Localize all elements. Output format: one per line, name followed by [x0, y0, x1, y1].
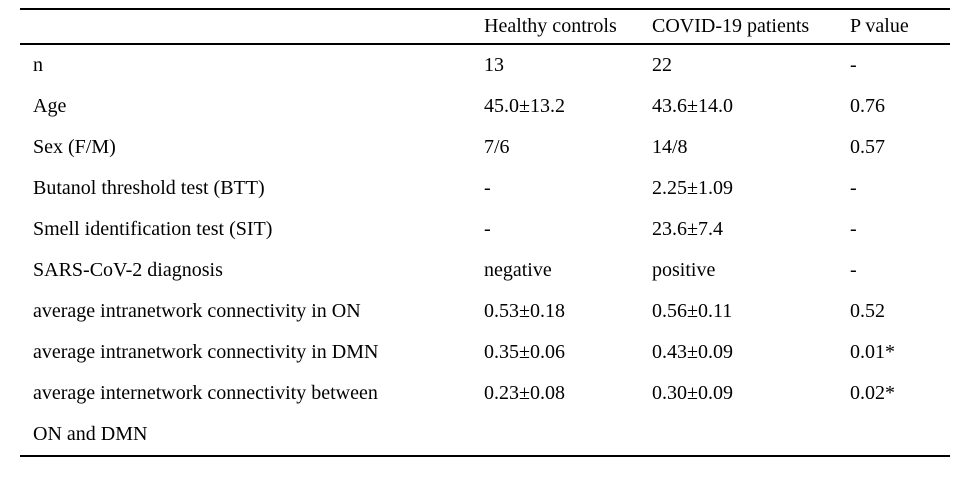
covid-value: 14/8: [652, 136, 688, 158]
table-row-intranetwork-dmn: average intranetwork connectivity in DMN…: [20, 332, 950, 373]
covid-value: 43.6±14.0: [652, 95, 733, 117]
p-value: 0.57: [850, 136, 885, 158]
p-value: -: [850, 218, 857, 240]
covid-value: 23.6±7.4: [652, 218, 723, 240]
healthy-value: 13: [484, 54, 504, 76]
healthy-value: 7/6: [484, 136, 510, 158]
p-value: 0.76: [850, 95, 885, 117]
row-label: average intranetwork connectivity in ON: [33, 300, 361, 322]
table-row-diagnosis: SARS-CoV-2 diagnosis negative positive -: [20, 250, 950, 291]
table-row-intranetwork-on: average intranetwork connectivity in ON …: [20, 291, 950, 332]
column-header-healthy-controls: Healthy controls: [484, 15, 617, 37]
covid-value: 2.25±1.09: [652, 177, 733, 199]
header-row: Healthy controls COVID-19 patients P val…: [20, 9, 950, 44]
covid-value: 0.56±0.11: [652, 300, 733, 322]
table-row-age: Age 45.0±13.2 43.6±14.0 0.76: [20, 86, 950, 127]
column-header-p-value: P value: [850, 15, 909, 37]
table-body: n 13 22 - Age 45.0±13.2 43.6±14.0 0.76 S…: [20, 44, 950, 456]
table-row-n: n 13 22 -: [20, 44, 950, 86]
p-value: -: [850, 177, 857, 199]
p-value: 0.02*: [850, 382, 895, 404]
healthy-value: negative: [484, 259, 552, 281]
covid-value: 0.43±0.09: [652, 341, 733, 363]
p-value: 0.01*: [850, 341, 895, 363]
table-row-sex: Sex (F/M) 7/6 14/8 0.57: [20, 127, 950, 168]
column-header-blank: [20, 9, 484, 44]
column-header-covid-patients: COVID-19 patients: [652, 15, 810, 37]
row-label: Butanol threshold test (BTT): [33, 177, 265, 199]
comparison-table-container: Healthy controls COVID-19 patients P val…: [20, 8, 950, 457]
covid-value: 0.30±0.09: [652, 382, 733, 404]
healthy-value: -: [484, 218, 491, 240]
row-label: average intranetwork connectivity in DMN: [33, 341, 379, 363]
row-label: Age: [33, 95, 67, 117]
healthy-value: 0.23±0.08: [484, 382, 565, 404]
row-label: n: [33, 54, 43, 76]
table-header: Healthy controls COVID-19 patients P val…: [20, 9, 950, 44]
row-label: average internetwork connectivity betwee…: [33, 382, 378, 445]
row-label: SARS-CoV-2 diagnosis: [33, 259, 223, 281]
row-label: Sex (F/M): [33, 136, 116, 158]
healthy-value: 0.53±0.18: [484, 300, 565, 322]
p-value: -: [850, 54, 857, 76]
covid-value: positive: [652, 259, 716, 281]
table-row-btt: Butanol threshold test (BTT) - 2.25±1.09…: [20, 168, 950, 209]
healthy-value: 0.35±0.06: [484, 341, 565, 363]
healthy-value: -: [484, 177, 491, 199]
healthy-value: 45.0±13.2: [484, 95, 565, 117]
p-value: -: [850, 259, 857, 281]
table-row-sit: Smell identification test (SIT) - 23.6±7…: [20, 209, 950, 250]
patients-comparison-table: Healthy controls COVID-19 patients P val…: [20, 8, 950, 457]
table-row-internetwork-on-dmn: average internetwork connectivity betwee…: [20, 373, 950, 456]
p-value: 0.52: [850, 300, 885, 322]
row-label: Smell identification test (SIT): [33, 218, 273, 240]
covid-value: 22: [652, 54, 672, 76]
